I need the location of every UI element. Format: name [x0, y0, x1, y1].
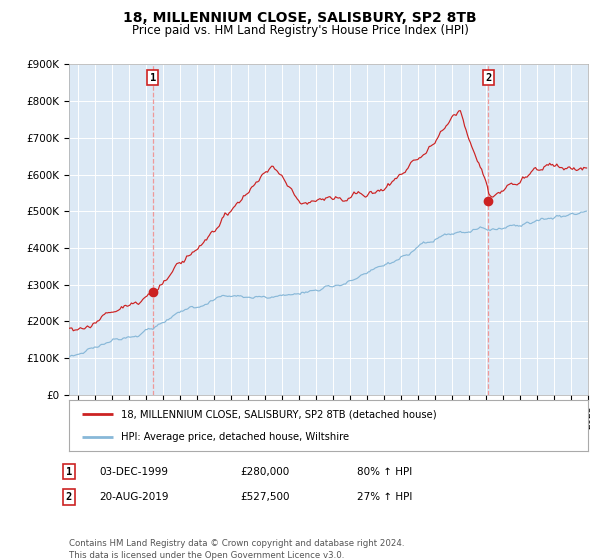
Text: HPI: Average price, detached house, Wiltshire: HPI: Average price, detached house, Wilt…: [121, 432, 349, 442]
Text: 03-DEC-1999: 03-DEC-1999: [99, 466, 168, 477]
Text: Contains HM Land Registry data © Crown copyright and database right 2024.
This d: Contains HM Land Registry data © Crown c…: [69, 539, 404, 560]
Text: 2: 2: [66, 492, 72, 502]
Text: 1: 1: [66, 466, 72, 477]
Text: 27% ↑ HPI: 27% ↑ HPI: [357, 492, 412, 502]
Text: Price paid vs. HM Land Registry's House Price Index (HPI): Price paid vs. HM Land Registry's House …: [131, 24, 469, 37]
Text: 18, MILLENNIUM CLOSE, SALISBURY, SP2 8TB (detached house): 18, MILLENNIUM CLOSE, SALISBURY, SP2 8TB…: [121, 409, 437, 419]
Text: 1: 1: [149, 73, 156, 83]
Text: £527,500: £527,500: [240, 492, 290, 502]
Text: 20-AUG-2019: 20-AUG-2019: [99, 492, 169, 502]
Text: 80% ↑ HPI: 80% ↑ HPI: [357, 466, 412, 477]
Text: £280,000: £280,000: [240, 466, 289, 477]
Text: 2: 2: [485, 73, 491, 83]
Text: 18, MILLENNIUM CLOSE, SALISBURY, SP2 8TB: 18, MILLENNIUM CLOSE, SALISBURY, SP2 8TB: [123, 11, 477, 25]
